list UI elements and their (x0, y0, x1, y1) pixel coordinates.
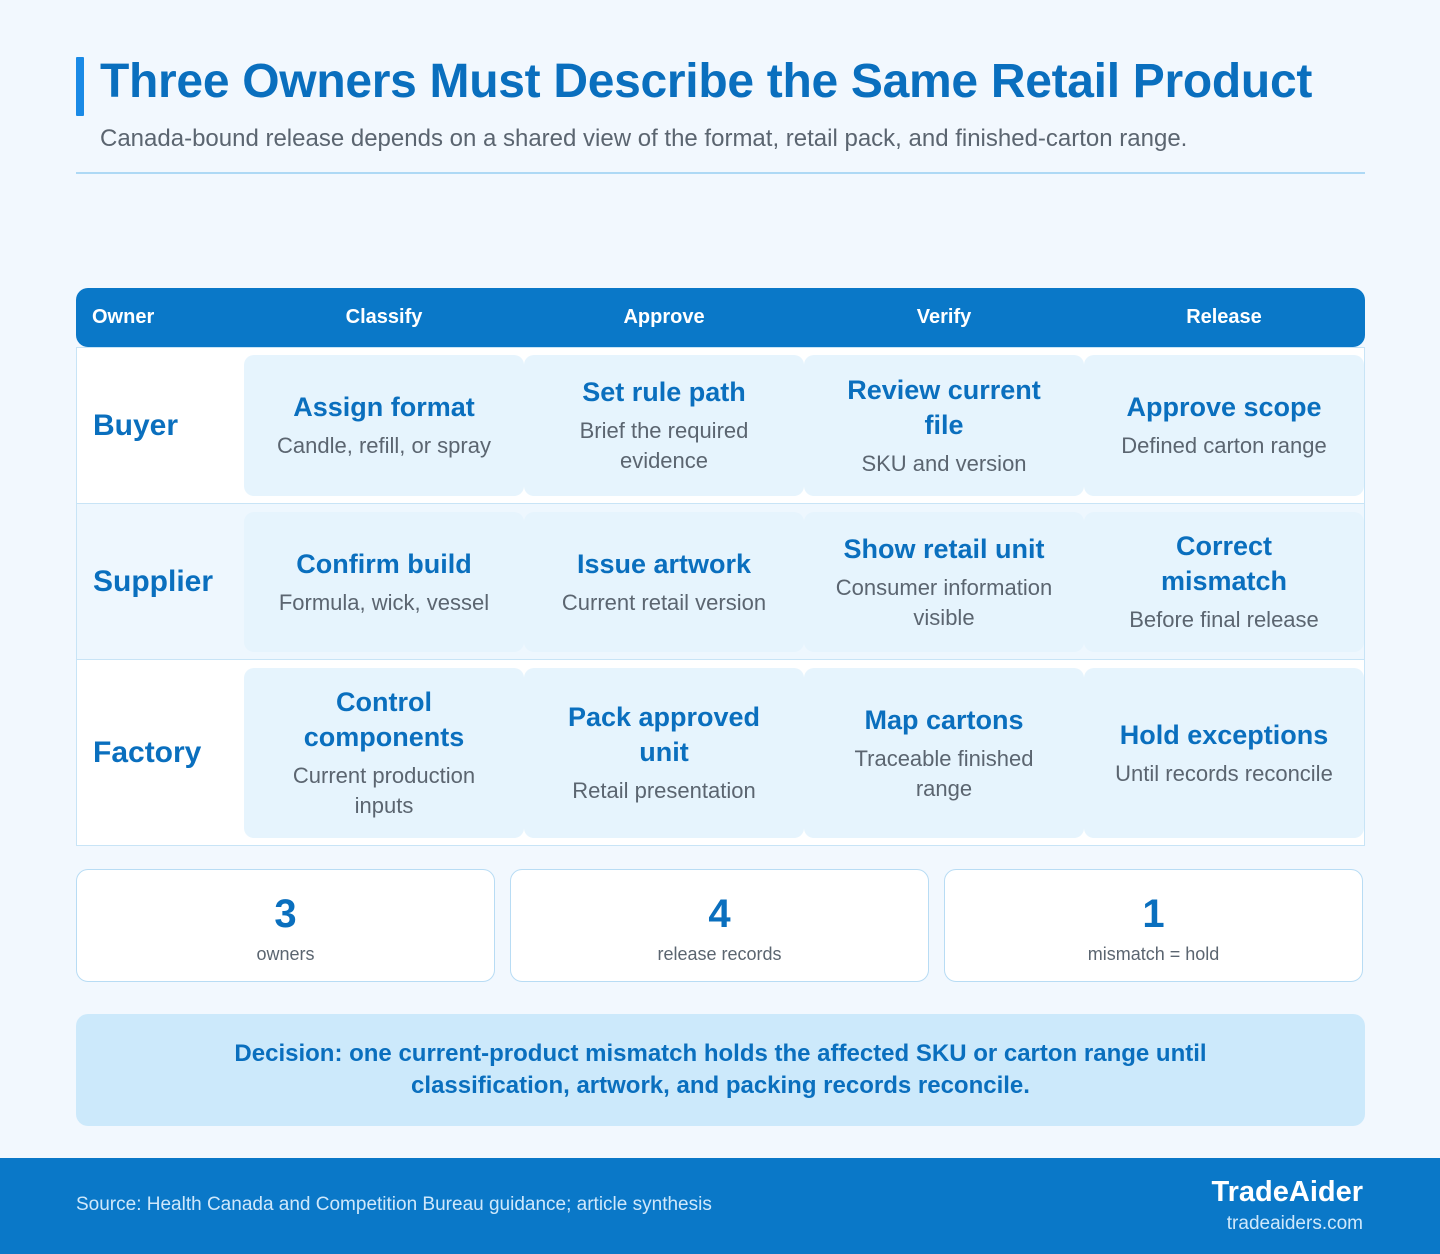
title-accent-bar (76, 57, 84, 116)
table-row-buyer: Buyer Assign format Candle, refill, or s… (76, 347, 1365, 504)
stat-card-release-records: 4 release records (510, 869, 929, 982)
step-title: Pack approved unit (567, 702, 761, 767)
table-header: Owner Classify Approve Verify Release (76, 288, 1365, 347)
step-cell: Assign format Candle, refill, or spray (244, 355, 524, 496)
owner-label: Supplier (93, 564, 214, 598)
stat-label: release records (657, 944, 782, 964)
step-cell: Show retail unit Consumer information vi… (804, 512, 1084, 652)
step-description: Until records reconcile (1115, 760, 1333, 786)
step-description: SKU and version (861, 450, 1027, 476)
step-cell: Issue artwork Current retail version (524, 512, 804, 652)
stat-label: owners (256, 944, 315, 964)
stat-card-mismatch: 1 mismatch = hold (944, 869, 1363, 982)
column-header-verify: Verify (916, 306, 972, 328)
brand-logo-text: TradeAider (1211, 1176, 1364, 1208)
step-description: Candle, refill, or spray (277, 433, 491, 458)
step-cell: Pack approved unit Retail presentation (524, 668, 804, 838)
header-divider (76, 172, 1365, 174)
step-title: Set rule path (582, 377, 746, 407)
stat-label: mismatch = hold (1087, 944, 1220, 964)
step-title: Map cartons (864, 704, 1024, 735)
step-title: Control components (303, 687, 465, 752)
step-cell: Control components Current production in… (244, 668, 524, 838)
column-header-classify: Classify (345, 306, 423, 328)
step-description: Current production inputs (292, 763, 476, 818)
step-cell: Confirm build Formula, wick, vessel (244, 512, 524, 652)
step-title: Review current file (847, 374, 1041, 440)
step-description: Defined carton range (1121, 433, 1327, 458)
step-cell: Map cartons Traceable finished range (804, 668, 1084, 838)
step-title: Hold exceptions (1119, 719, 1329, 750)
step-title: Show retail unit (843, 533, 1045, 564)
stat-value: 3 (274, 892, 297, 936)
step-description: Retail presentation (572, 778, 756, 803)
step-cell: Correct mismatch Before final release (1084, 512, 1364, 652)
stat-value: 4 (708, 892, 731, 936)
source-note: Source: Health Canada and Competition Bu… (76, 1194, 712, 1215)
stat-value: 1 (1142, 892, 1165, 936)
step-description: Formula, wick, vessel (278, 589, 490, 615)
page-subtitle: Canada-bound release depends on a shared… (100, 125, 1188, 152)
brand-url: tradeaiders.com (1226, 1213, 1363, 1234)
step-description: Brief the required evidence (579, 418, 749, 473)
step-title: Correct mismatch (1160, 531, 1288, 596)
step-description: Consumer information visible (835, 574, 1053, 630)
stat-card-owners: 3 owners (76, 869, 495, 982)
owner-label: Buyer (93, 408, 179, 442)
table-row-factory: Factory Control components Current produ… (76, 659, 1365, 846)
step-cell: Approve scope Defined carton range (1084, 355, 1364, 496)
step-description: Before final release (1129, 607, 1319, 632)
footer: Source: Health Canada and Competition Bu… (0, 1158, 1440, 1254)
owner-label: Factory (93, 735, 202, 769)
decision-callout: Decision: one current-product mismatch h… (76, 1014, 1365, 1126)
step-description: Traceable finished range (854, 745, 1034, 801)
step-description: Current retail version (561, 589, 767, 615)
step-title: Confirm build (296, 548, 472, 579)
step-title: Approve scope (1126, 392, 1322, 422)
page-title: Three Owners Must Describe the Same Reta… (100, 55, 1313, 108)
step-title: Assign format (293, 392, 475, 422)
step-cell: Review current file SKU and version (804, 355, 1084, 496)
step-cell: Hold exceptions Until records reconcile (1084, 668, 1364, 838)
column-header-approve: Approve (623, 306, 705, 328)
table-row-supplier: Supplier Confirm build Formula, wick, ve… (76, 503, 1365, 660)
step-title: Issue artwork (576, 548, 752, 579)
column-header-release: Release (1186, 306, 1262, 328)
step-cell: Set rule path Brief the required evidenc… (524, 355, 804, 496)
column-header-owner: Owner (92, 306, 155, 328)
